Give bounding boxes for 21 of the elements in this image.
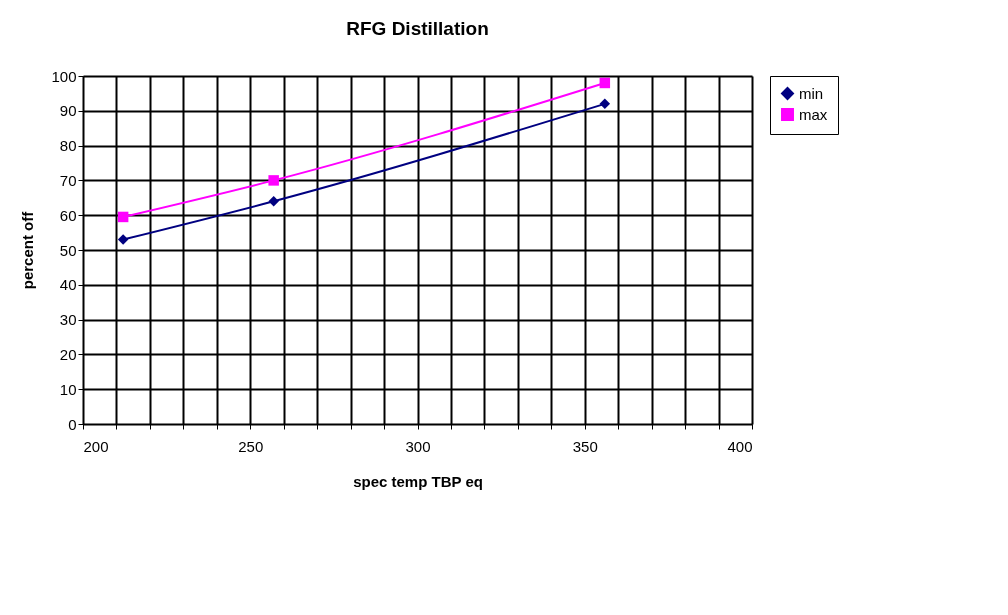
chart-title: RFG Distillation bbox=[346, 18, 489, 39]
y-tick-label: 30 bbox=[59, 311, 77, 329]
y-tick-label: 40 bbox=[59, 276, 77, 294]
y-axis-title: percent off bbox=[19, 210, 37, 290]
y-tick-label: 50 bbox=[59, 241, 77, 259]
y-tick-label: 10 bbox=[59, 380, 77, 398]
x-tick-label: 200 bbox=[83, 437, 109, 455]
y-tick-label: 0 bbox=[68, 415, 77, 433]
x-axis-title: spec temp TBP eq bbox=[353, 472, 483, 490]
x-tick-label: 300 bbox=[405, 437, 431, 455]
x-tick-label: 350 bbox=[572, 437, 598, 455]
y-tick-label: 60 bbox=[59, 206, 77, 224]
x-tick-label: 400 bbox=[727, 437, 753, 455]
y-tick-label: 20 bbox=[59, 345, 77, 363]
legend-label: min bbox=[799, 84, 824, 102]
legend-label: max bbox=[799, 105, 828, 123]
y-tick-label: 90 bbox=[59, 102, 77, 120]
y-tick-label: 80 bbox=[59, 137, 77, 155]
y-tick-label: 100 bbox=[51, 67, 77, 85]
x-tick-label: 250 bbox=[238, 437, 264, 455]
y-tick-label: 70 bbox=[59, 171, 77, 189]
